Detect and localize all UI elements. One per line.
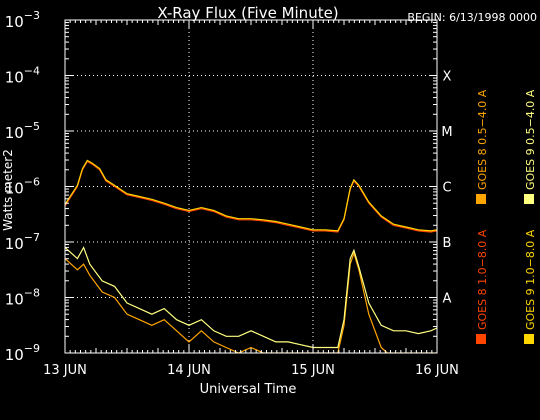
series-line-1 xyxy=(65,251,437,353)
y-tick-label: 10−4 xyxy=(5,65,40,87)
y-axis-label: Watts meter2 xyxy=(1,149,15,231)
flare-class-label: M xyxy=(441,125,452,140)
y-tick-mantissa: 10 xyxy=(5,291,24,309)
legend-swatch-1 xyxy=(476,194,486,204)
x-tick-label: 15 JUN xyxy=(291,363,335,378)
x-axis-label: Universal Time xyxy=(200,382,297,397)
y-tick-exponent: −5 xyxy=(24,120,40,133)
series-line-3 xyxy=(65,246,437,349)
x-tick-label: 14 JUN xyxy=(167,363,211,378)
legend-swatch-2 xyxy=(524,334,534,344)
legend: GOES 8 1.0−8.0 A GOES 8 0.5−4.0 A GOES 9 1… xyxy=(476,89,537,344)
series-line-0 xyxy=(65,160,437,233)
legend-swatch-0 xyxy=(476,334,486,344)
y-tick-exponent: −3 xyxy=(24,9,40,22)
legend-swatch-3 xyxy=(524,194,534,204)
legend-label-0: GOES 8 1.0−8.0 A xyxy=(476,229,489,330)
y-tick-mantissa: 10 xyxy=(5,180,24,198)
y-tick-mantissa: 10 xyxy=(5,13,24,31)
y-tick-label: 10−9 xyxy=(5,342,40,364)
flare-class-label: B xyxy=(443,236,452,251)
y-tick-label: 10−5 xyxy=(5,120,40,142)
chart-title: X-Ray Flux (Five Minute) xyxy=(157,4,338,22)
legend-label-3: GOES 9 0.5−4.0 A xyxy=(524,89,537,190)
y-tick-mantissa: 10 xyxy=(5,346,24,364)
series-lines xyxy=(65,159,437,353)
y-axis-ticks: 10−910−810−710−610−510−410−3 xyxy=(5,9,437,364)
legend-label-2: GOES 9 1.0−8.0 A xyxy=(524,229,537,330)
flare-class-label: A xyxy=(443,292,452,307)
y-tick-mantissa: 10 xyxy=(5,69,24,87)
y-tick-label: 10−3 xyxy=(5,9,40,31)
flare-class-labels: X M C B A xyxy=(441,70,452,307)
y-tick-mantissa: 10 xyxy=(5,124,24,142)
begin-date-label: BEGIN: 6/13/1998 0000 xyxy=(407,11,537,24)
y-tick-exponent: −6 xyxy=(24,176,40,189)
x-tick-label: 16 JUN xyxy=(415,363,459,378)
x-axis-ticks: 13 JUN 14 JUN 15 JUN 16 JUN xyxy=(43,20,459,378)
y-tick-exponent: −7 xyxy=(24,231,40,244)
y-tick-exponent: −9 xyxy=(24,342,40,355)
y-tick-exponent: −4 xyxy=(24,65,40,78)
flare-class-label: X xyxy=(443,70,452,85)
flare-class-label: C xyxy=(442,181,451,196)
series-line-2 xyxy=(65,159,437,232)
y-tick-label: 10−8 xyxy=(5,287,40,309)
y-tick-label: 10−7 xyxy=(5,231,40,253)
y-tick-label: 10−6 xyxy=(5,176,40,198)
x-tick-label: 13 JUN xyxy=(43,363,87,378)
y-tick-mantissa: 10 xyxy=(5,235,24,253)
legend-label-1: GOES 8 0.5−4.0 A xyxy=(476,89,489,190)
y-tick-exponent: −8 xyxy=(24,287,40,300)
